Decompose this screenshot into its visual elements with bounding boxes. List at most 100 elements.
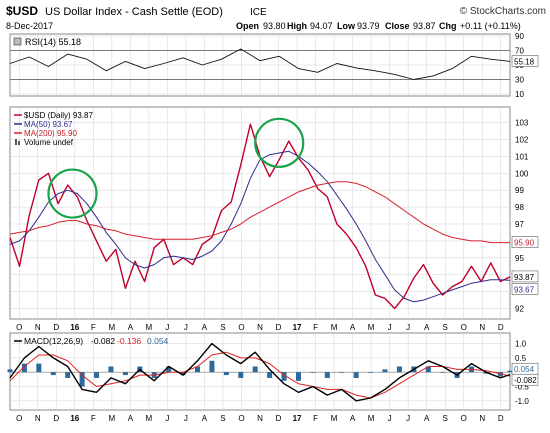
macd-histogram-bar: [166, 366, 172, 373]
ma50-legend-label: MA(50) 93.67: [24, 120, 73, 129]
price-x-tick-label: F: [91, 323, 96, 332]
rsi-legend: RSI(14) 55.18: [13, 37, 81, 47]
macd-histogram-bar: [295, 372, 301, 381]
macd-x-tick-label: A: [424, 414, 430, 423]
macd-x-tick-label: M: [146, 414, 153, 423]
macd-x-tick-label: 17: [293, 414, 302, 423]
price-y-tick-label: 97: [515, 220, 524, 229]
macd-histogram-bar: [425, 366, 431, 373]
price-x-tick-label: D: [276, 323, 282, 332]
symbol: $USD: [6, 4, 38, 18]
macd-x-tick-label: M: [109, 414, 116, 423]
macd-x-tick-label: D: [53, 414, 59, 423]
macd-histogram-bar: [440, 372, 446, 373]
rsi-y-tick-label: 70: [515, 47, 524, 56]
price-y-tick-label: 100: [515, 169, 529, 178]
price-x-tick-label: J: [406, 323, 410, 332]
macd-histogram-bar: [252, 366, 258, 373]
low-value: 93.79: [357, 21, 380, 31]
macd-legend-prefix: MACD(12,26,9): [24, 336, 83, 346]
macd-x-tick-label: N: [35, 414, 41, 423]
rsi-legend-swatch: [13, 37, 22, 46]
high-value: 94.07: [310, 21, 333, 31]
macd-legend: MACD(12,26,9) -0.082 -0.136 0.054: [14, 336, 169, 346]
rsi-last-value-badge: 55.18: [514, 57, 535, 66]
high-label: High: [287, 21, 307, 31]
price-x-tick-label: 17: [293, 323, 302, 332]
price-x-tick-label: J: [388, 323, 392, 332]
rsi-legend-text: RSI(14) 55.18: [25, 37, 81, 47]
macd-x-tick-label: D: [498, 414, 504, 423]
credit: © StockCharts.com: [460, 6, 546, 17]
price-x-tick-label: S: [443, 323, 448, 332]
price-last-value-badge-box: [511, 270, 539, 283]
price-x-tick-label: J: [165, 323, 169, 332]
macd-histogram-bar: [21, 363, 27, 373]
date: 8-Dec-2017: [6, 21, 53, 31]
macd-x-tick-label: N: [257, 414, 263, 423]
macd-legend-macd: -0.082: [91, 336, 115, 346]
close-label: Close: [385, 21, 410, 31]
macd-histogram-bar: [36, 363, 42, 373]
ma200-last-value-badge: 95.90: [514, 239, 535, 248]
macd-histogram-bar: [122, 372, 128, 376]
macd-x-tick-label: S: [443, 414, 448, 423]
macd-histogram-bar: [180, 372, 186, 376]
macd-histogram-bar: [7, 369, 13, 373]
low-label: Low: [337, 21, 356, 31]
macd-x-tick-label: A: [350, 414, 356, 423]
macd-y-tick-label: -1.0: [515, 397, 529, 406]
macd-hist-badge: 0.054: [514, 365, 535, 374]
macd-x-tick-label: J: [406, 414, 410, 423]
macd-x-tick-label: A: [128, 414, 134, 423]
price-x-tick-label: N: [35, 323, 41, 332]
macd-histogram-bar: [267, 372, 273, 378]
macd-histogram-bar: [396, 366, 402, 373]
price-x-tick-label: A: [424, 323, 430, 332]
price-x-tick-label: O: [238, 323, 244, 332]
description: US Dollar Index - Cash Settle (EOD): [45, 6, 223, 18]
price-last-value-badge: 93.87: [514, 273, 535, 282]
rsi-y-tick-label: 10: [515, 90, 524, 99]
macd-histogram-bar: [310, 372, 316, 373]
chg-value: +0.11 (+0.11%): [460, 21, 521, 31]
price-x-tick-label: O: [16, 323, 22, 332]
macd-x-tick-label: O: [16, 414, 22, 423]
macd-histogram-bar: [94, 372, 100, 378]
macd-x-tick-label: J: [184, 414, 188, 423]
macd-histogram-bar: [353, 372, 359, 378]
price-y-tick-label: 102: [515, 135, 529, 144]
macd-x-tick-label: J: [388, 414, 392, 423]
exchange: ICE: [250, 7, 267, 18]
price-x-axis: O N D 16 F M A M J J A S O N D 17 F M A M J J A S O N D: [16, 323, 504, 332]
macd-x-tick-label: N: [479, 414, 485, 423]
rsi-last-value-badge-box: [511, 55, 539, 67]
price-x-tick-label: F: [313, 323, 318, 332]
rsi-line: [9, 48, 511, 80]
macd-x-tick-label: D: [276, 414, 282, 423]
ma50-last-value-badge: 93.67: [514, 285, 535, 294]
macd-histogram-bar: [324, 372, 330, 378]
chg-label: Chg: [439, 21, 457, 31]
price-x-tick-label: 16: [70, 323, 79, 332]
price-x-tick-label: A: [128, 323, 134, 332]
price-legend: $USD (Daily) 93.87 MA(50) 93.67 MA(200) …: [14, 111, 93, 147]
macd-y-tick-label: -0.5: [515, 383, 529, 392]
macd-histogram-bar: [368, 372, 374, 373]
macd-x-tick-label: O: [238, 414, 244, 423]
volume-legend-label: Volume undef: [24, 138, 74, 147]
macd-x-tick-label: S: [220, 414, 225, 423]
ohlc-readout: Open 93.80 High 94.07 Low 93.79 Close 93…: [236, 21, 521, 31]
price-x-tick-label: N: [479, 323, 485, 332]
price-x-tick-label: D: [498, 323, 504, 332]
macd-legend-signal: -0.136: [117, 336, 141, 346]
macd-histogram-bar: [50, 372, 56, 376]
macd-histogram-bar: [223, 372, 229, 376]
macd-histogram-bar: [108, 366, 114, 373]
macd-histogram-bar: [79, 372, 85, 387]
ma50-line: [9, 150, 511, 303]
macd-value-badge: -0.082: [514, 376, 537, 385]
price-x-tick-label: S: [220, 323, 225, 332]
rsi-y-tick-label: 90: [515, 32, 524, 41]
